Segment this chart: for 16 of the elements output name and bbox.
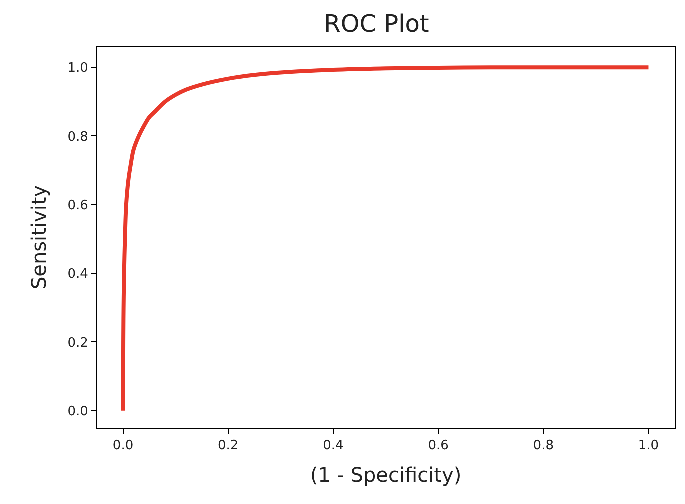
x-tick-label: 0.4	[323, 438, 344, 454]
y-tick-label: 0.8	[68, 130, 88, 145]
line-series	[121, 66, 651, 413]
x-tick-label: 0.0	[112, 438, 134, 454]
y-tick-label: 0.2	[68, 336, 88, 351]
x-axis-title: (1 - Specificity)	[310, 463, 462, 488]
chart-title: ROC Plot	[324, 10, 430, 38]
y-tick-label: 0.4	[68, 267, 88, 282]
x-tick-label: 1.0	[638, 438, 660, 454]
x-tick-label: 0.8	[533, 438, 554, 454]
y-axis-title: Sensitivity	[27, 185, 52, 290]
y-tick-label: 0.6	[68, 198, 88, 214]
x-tick-label: 0.6	[428, 438, 449, 454]
y-tick-label: 0.0	[68, 404, 88, 420]
y-tick-label: 1.0	[68, 61, 88, 76]
x-tick-label: 0.2	[218, 438, 239, 454]
